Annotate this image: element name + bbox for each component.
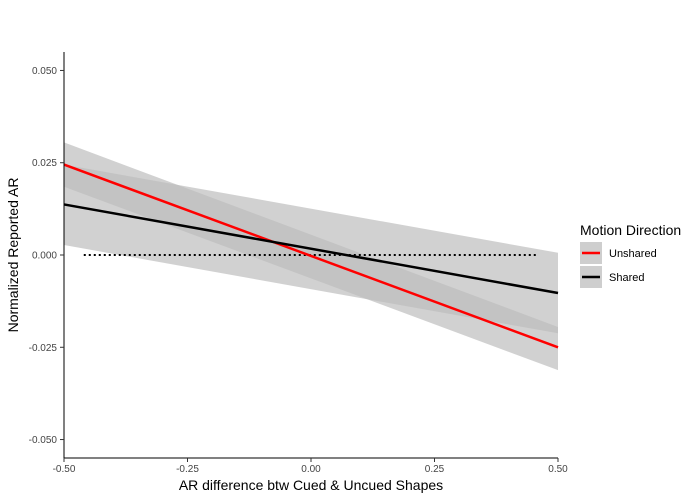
series-line-unshared — [63, 163, 559, 349]
y-tick-label: 0.050 — [32, 66, 57, 77]
y-ticks: -0.050 -0.025 0.000 0.025 0.050 — [29, 66, 64, 446]
series-line-shared — [63, 203, 559, 295]
y-tick-label: 0.000 — [32, 251, 57, 262]
y-tick-label: 0.025 — [32, 158, 57, 169]
x-ticks: -0.50 -0.25 0.00 0.25 0.50 — [53, 458, 568, 475]
x-axis-title: AR difference btw Cued & Uncued Shapes — [179, 477, 443, 493]
x-tick-label: -0.50 — [53, 464, 76, 475]
legend-label-unshared: Unshared — [609, 248, 657, 260]
y-tick-label: -0.025 — [29, 343, 58, 354]
x-tick-label: 0.50 — [548, 464, 568, 475]
x-tick-label: 0.25 — [425, 464, 445, 475]
y-axis-title: Normalized Reported AR — [5, 178, 21, 333]
legend-title: Motion Direction — [580, 222, 681, 238]
x-tick-label: 0.00 — [301, 464, 321, 475]
legend: Motion Direction Unshared Shared — [580, 222, 681, 288]
y-tick-label: -0.050 — [29, 435, 58, 446]
x-tick-label: -0.25 — [176, 464, 199, 475]
series-lines — [63, 163, 559, 349]
legend-label-shared: Shared — [609, 272, 644, 284]
